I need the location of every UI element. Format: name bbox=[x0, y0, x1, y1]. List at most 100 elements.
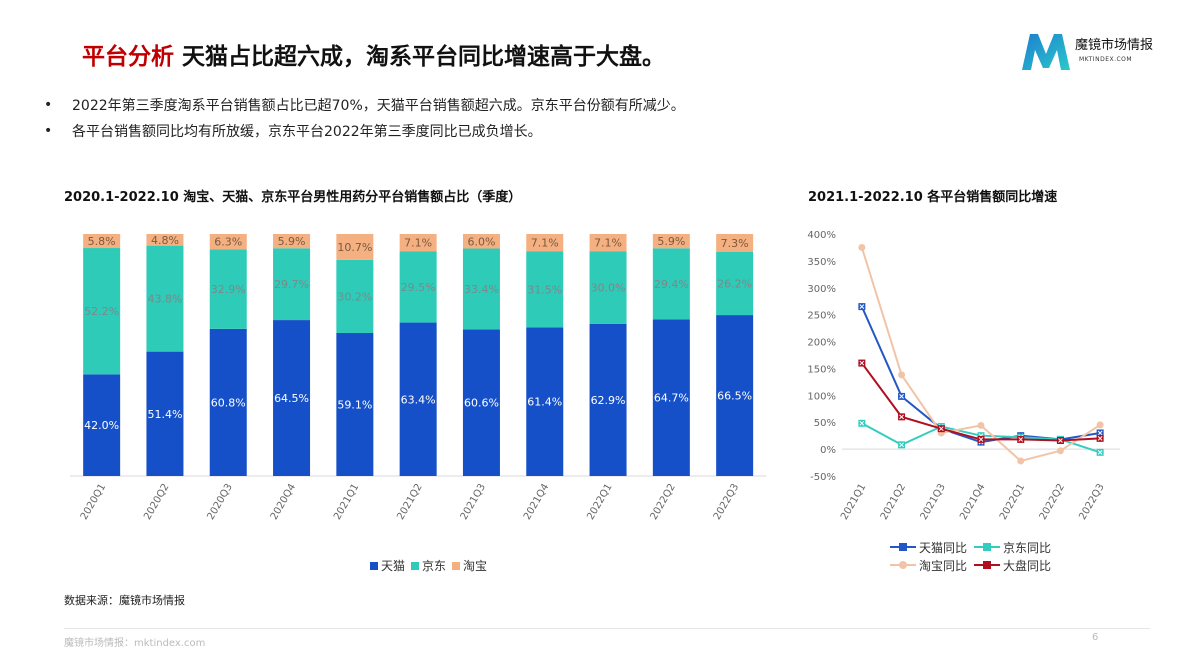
data-point bbox=[1096, 434, 1104, 442]
page-number: 6 bbox=[1092, 632, 1099, 643]
data-point-cross bbox=[859, 304, 865, 309]
footer-divider bbox=[64, 628, 1150, 629]
bar-segment bbox=[336, 234, 374, 260]
y-tick-label: 350% bbox=[807, 257, 836, 268]
x-tick-label: 2021Q2 bbox=[879, 482, 908, 522]
bar-segment bbox=[209, 249, 247, 329]
data-point bbox=[1017, 457, 1025, 465]
x-tick-label: 2022Q3 bbox=[712, 482, 741, 522]
data-point-cross bbox=[1097, 436, 1103, 441]
bar-data-label: 51.4% bbox=[147, 408, 182, 421]
legend-label: 京东同比 bbox=[1003, 540, 1052, 555]
data-point bbox=[977, 421, 985, 429]
bar-data-label: 26.2% bbox=[717, 277, 752, 290]
x-tick-label: 2022Q2 bbox=[649, 482, 678, 522]
bar-data-label: 64.7% bbox=[654, 392, 689, 405]
legend-label: 天猫 bbox=[381, 559, 406, 573]
bar-segment bbox=[652, 319, 690, 476]
legend-item: 京东同比 bbox=[974, 539, 1051, 556]
bar-segment bbox=[336, 259, 374, 333]
page-title: 平台分析 天猫占比超六成，淘系平台同比增速高于大盘。 bbox=[82, 37, 665, 71]
data-source-note: 数据来源：魔镜市场情报 bbox=[64, 594, 185, 607]
data-point-cross bbox=[859, 420, 865, 426]
bar-data-label: 62.9% bbox=[591, 394, 626, 407]
legend-swatch bbox=[452, 561, 461, 570]
bar-segment bbox=[462, 329, 500, 476]
bar-segment bbox=[716, 234, 754, 252]
y-tick-label: 250% bbox=[807, 311, 836, 322]
bar-segment bbox=[589, 323, 627, 476]
bar-segment bbox=[462, 234, 500, 249]
legend-line-icon bbox=[890, 543, 916, 551]
bar-data-label: 30.0% bbox=[591, 281, 626, 294]
data-point bbox=[898, 413, 906, 421]
data-point bbox=[937, 425, 945, 433]
bar-segment bbox=[716, 315, 754, 476]
bar-data-label: 5.9% bbox=[657, 235, 685, 248]
data-point-cross bbox=[978, 437, 984, 442]
bar-data-label: 7.1% bbox=[594, 237, 622, 250]
bar-chart-title: 2020.1-2022.10 淘宝、天猫、京东平台男性用药分平台销售额占比（季度… bbox=[64, 190, 522, 205]
bar-segment bbox=[716, 251, 754, 316]
data-point-cross bbox=[859, 360, 865, 366]
page-title-highlight: 平台分析 bbox=[82, 44, 174, 70]
bar-segment bbox=[526, 251, 564, 328]
bar-data-label: 5.9% bbox=[278, 235, 306, 248]
data-point bbox=[858, 419, 866, 427]
data-point bbox=[898, 371, 906, 379]
bar-segment bbox=[209, 328, 247, 476]
legend-line-icon bbox=[974, 561, 1000, 569]
legend-item: 京东 bbox=[411, 557, 446, 574]
bar-segment bbox=[589, 251, 627, 324]
x-tick-label: 2020Q2 bbox=[142, 482, 171, 522]
legend-line-icon bbox=[974, 543, 1000, 551]
bar-segment bbox=[83, 248, 121, 375]
data-point bbox=[858, 243, 866, 251]
bar-data-label: 43.8% bbox=[147, 293, 182, 306]
bullet-dot: • bbox=[44, 123, 53, 139]
bar-segment bbox=[209, 234, 247, 250]
data-point-cross bbox=[938, 426, 944, 432]
bar-segment bbox=[273, 248, 311, 321]
bar-segment bbox=[146, 351, 184, 476]
x-tick-label: 2020Q4 bbox=[269, 482, 298, 522]
x-tick-label: 2022Q3 bbox=[1077, 482, 1106, 522]
bar-data-label: 29.5% bbox=[401, 281, 436, 294]
legend-label: 大盘同比 bbox=[1003, 558, 1052, 573]
growth-line-chart: -50% 0% 50% 100% 150% 200% 250% 300% 350% 400% 202… bbox=[807, 230, 1120, 522]
x-tick-label: 2021Q1 bbox=[332, 482, 361, 522]
bar-data-label: 29.4% bbox=[654, 278, 689, 291]
bar-data-label: 60.6% bbox=[464, 397, 499, 410]
bar-data-label: 63.4% bbox=[401, 393, 436, 406]
data-point-cross bbox=[899, 394, 904, 399]
line-chart-title: 2021.1-2022.10 各平台销售额同比增速 bbox=[808, 190, 1058, 205]
legend-item: 大盘同比 bbox=[974, 557, 1051, 574]
page-title-text: 天猫占比超六成，淘系平台同比增速高于大盘。 bbox=[182, 44, 666, 70]
x-tick-label: 2020Q1 bbox=[79, 482, 108, 522]
bar-segment bbox=[146, 234, 184, 246]
legend-label: 淘宝 bbox=[463, 559, 488, 573]
legend-item: 天猫 bbox=[370, 557, 405, 574]
bar-data-label: 6.0% bbox=[467, 235, 495, 248]
bar-data-label: 7.1% bbox=[404, 237, 432, 250]
bar-segment bbox=[83, 374, 121, 476]
brand-logo-icon bbox=[1022, 34, 1070, 70]
data-point bbox=[1056, 437, 1064, 445]
footer-text: 魔镜市场情报：mktindex.com bbox=[64, 638, 206, 649]
data-point-cross bbox=[899, 414, 904, 420]
x-tick-label: 2021Q4 bbox=[958, 482, 987, 522]
data-point bbox=[898, 441, 906, 449]
data-point bbox=[1096, 421, 1104, 429]
data-point bbox=[898, 392, 906, 400]
bar-data-label: 10.7% bbox=[337, 241, 372, 254]
brand-logo-text: 魔镜市场情报 bbox=[1075, 38, 1154, 53]
bar-data-label: 52.2% bbox=[84, 305, 119, 318]
bar-segment bbox=[399, 322, 437, 476]
x-tick-label: 2021Q3 bbox=[919, 482, 948, 522]
data-point-cross bbox=[1097, 449, 1103, 455]
data-point-cross bbox=[1097, 430, 1103, 436]
bar-data-label: 29.7% bbox=[274, 278, 309, 291]
line-chart-legend: 天猫同比 京东同比 淘宝同比 大盘同比 bbox=[890, 538, 1051, 574]
bar-segment bbox=[83, 234, 121, 249]
legend-label: 淘宝同比 bbox=[919, 558, 968, 573]
